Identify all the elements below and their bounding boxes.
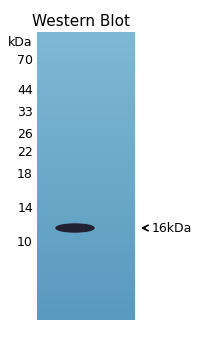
Ellipse shape	[56, 224, 94, 232]
Text: 22: 22	[17, 147, 33, 159]
Text: 33: 33	[17, 106, 33, 120]
Text: 10: 10	[17, 237, 33, 249]
Text: 70: 70	[17, 54, 33, 66]
Text: 26: 26	[17, 127, 33, 141]
Text: kDa: kDa	[8, 36, 33, 50]
Text: 14: 14	[17, 202, 33, 214]
Text: 18: 18	[17, 168, 33, 182]
Text: 16kDa: 16kDa	[151, 221, 191, 235]
Text: 44: 44	[17, 84, 33, 96]
Text: Western Blot: Western Blot	[32, 14, 129, 29]
